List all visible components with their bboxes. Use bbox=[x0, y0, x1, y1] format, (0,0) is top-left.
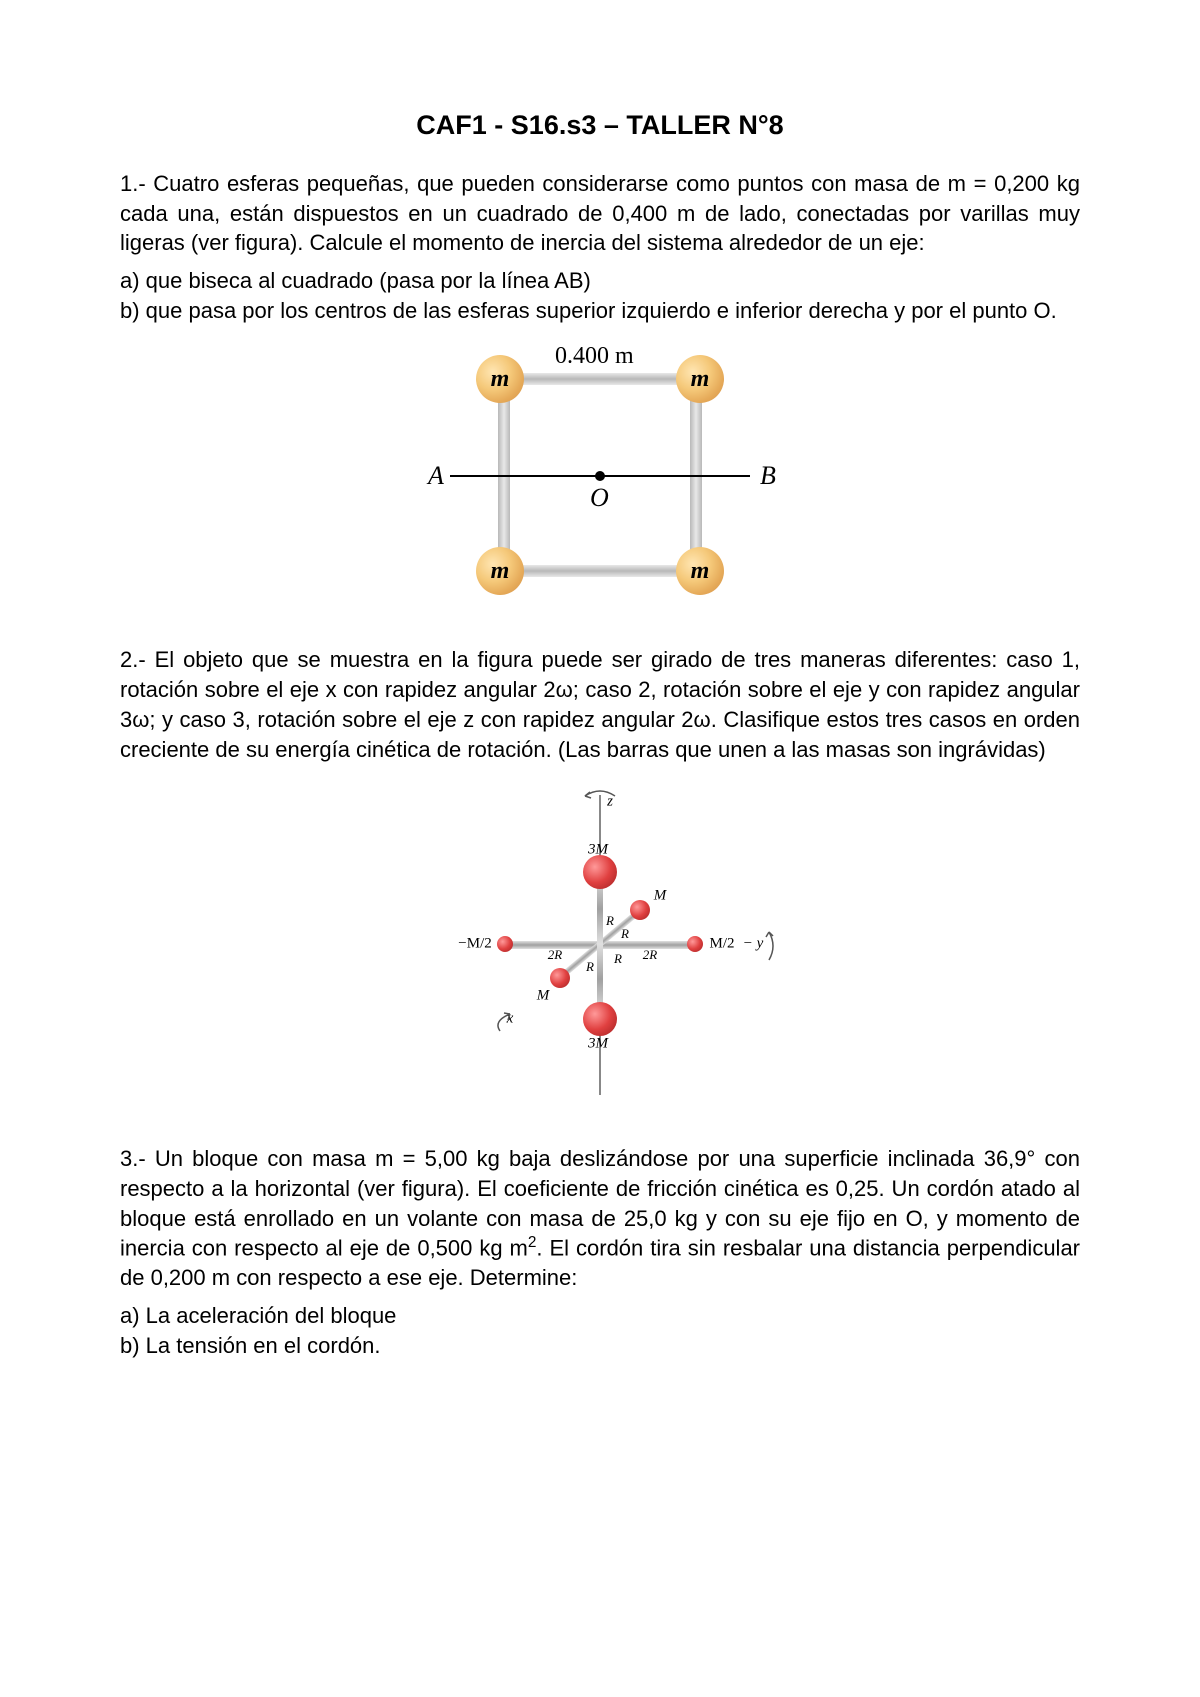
fig1-dim-label: 0.400 m bbox=[555, 343, 634, 370]
fig2-label-r2: R bbox=[621, 926, 629, 942]
figure-1-container: O A B 0.400 m m m m m bbox=[120, 335, 1080, 615]
fig2-arrow-x bbox=[485, 1009, 515, 1034]
fig2-ball-mhalf-right bbox=[687, 936, 703, 952]
fig2-label-mhalf: M/2 bbox=[709, 936, 734, 953]
fig1-center-dot bbox=[595, 471, 605, 481]
fig1-sphere-tl: m bbox=[476, 355, 524, 403]
problem-1-text: 1.- Cuatro esferas pequeñas, que pueden … bbox=[120, 169, 1080, 258]
problem-1-part-a: a) que biseca al cuadrado (pasa por la l… bbox=[120, 266, 1080, 296]
figure-1: O A B 0.400 m m m m m bbox=[390, 335, 810, 615]
figure-2: z 3M 3M M M −M/2 M/2 − y x R R R R 2R 2R bbox=[380, 774, 820, 1114]
fig2-label-r3: R bbox=[586, 959, 594, 975]
fig2-label-2r-left: 2R bbox=[548, 947, 562, 963]
fig2-arrow-z bbox=[580, 784, 620, 802]
problem-3-part-b: b) La tensión en el cordón. bbox=[120, 1331, 1080, 1361]
problem-3-text: 3.- Un bloque con masa m = 5,00 kg baja … bbox=[120, 1144, 1080, 1293]
fig2-label-r1: R bbox=[606, 913, 614, 929]
fig1-sphere-br: m bbox=[676, 547, 724, 595]
fig1-rod-bottom bbox=[500, 565, 700, 577]
fig2-label-m-lower: M bbox=[537, 988, 550, 1005]
fig1-label-b: B bbox=[760, 461, 776, 491]
fig2-ball-m-lower bbox=[550, 968, 570, 988]
fig1-rod-right bbox=[690, 379, 702, 569]
problem-3-part-a: a) La aceleración del bloque bbox=[120, 1301, 1080, 1331]
fig2-label-r4: R bbox=[614, 951, 622, 967]
fig1-sphere-bl: m bbox=[476, 547, 524, 595]
fig2-arrow-y bbox=[760, 929, 778, 964]
fig2-ball-3m-bottom bbox=[583, 1002, 617, 1036]
fig2-label-3m-top: 3M bbox=[588, 842, 608, 859]
fig2-ball-mhalf-left bbox=[497, 936, 513, 952]
fig2-label-neg-mhalf: −M/2 bbox=[458, 936, 491, 953]
fig1-sphere-tr: m bbox=[676, 355, 724, 403]
fig1-label-a: A bbox=[428, 461, 444, 491]
fig2-label-3m-bot: 3M bbox=[588, 1036, 608, 1053]
fig2-label-m-upper: M bbox=[654, 888, 667, 905]
fig2-ball-m-upper bbox=[630, 900, 650, 920]
figure-2-container: z 3M 3M M M −M/2 M/2 − y x R R R R 2R 2R bbox=[120, 774, 1080, 1114]
fig1-rod-left bbox=[498, 379, 510, 569]
fig1-rod-top bbox=[500, 373, 700, 385]
problem-1-part-b: b) que pasa por los centros de las esfer… bbox=[120, 296, 1080, 326]
problem-2-text: 2.- El objeto que se muestra en la figur… bbox=[120, 645, 1080, 764]
fig2-label-2r-right: 2R bbox=[643, 947, 657, 963]
page-title: CAF1 - S16.s3 – TALLER N°8 bbox=[120, 110, 1080, 141]
fig1-label-o: O bbox=[590, 483, 609, 513]
fig2-ball-3m-top bbox=[583, 855, 617, 889]
